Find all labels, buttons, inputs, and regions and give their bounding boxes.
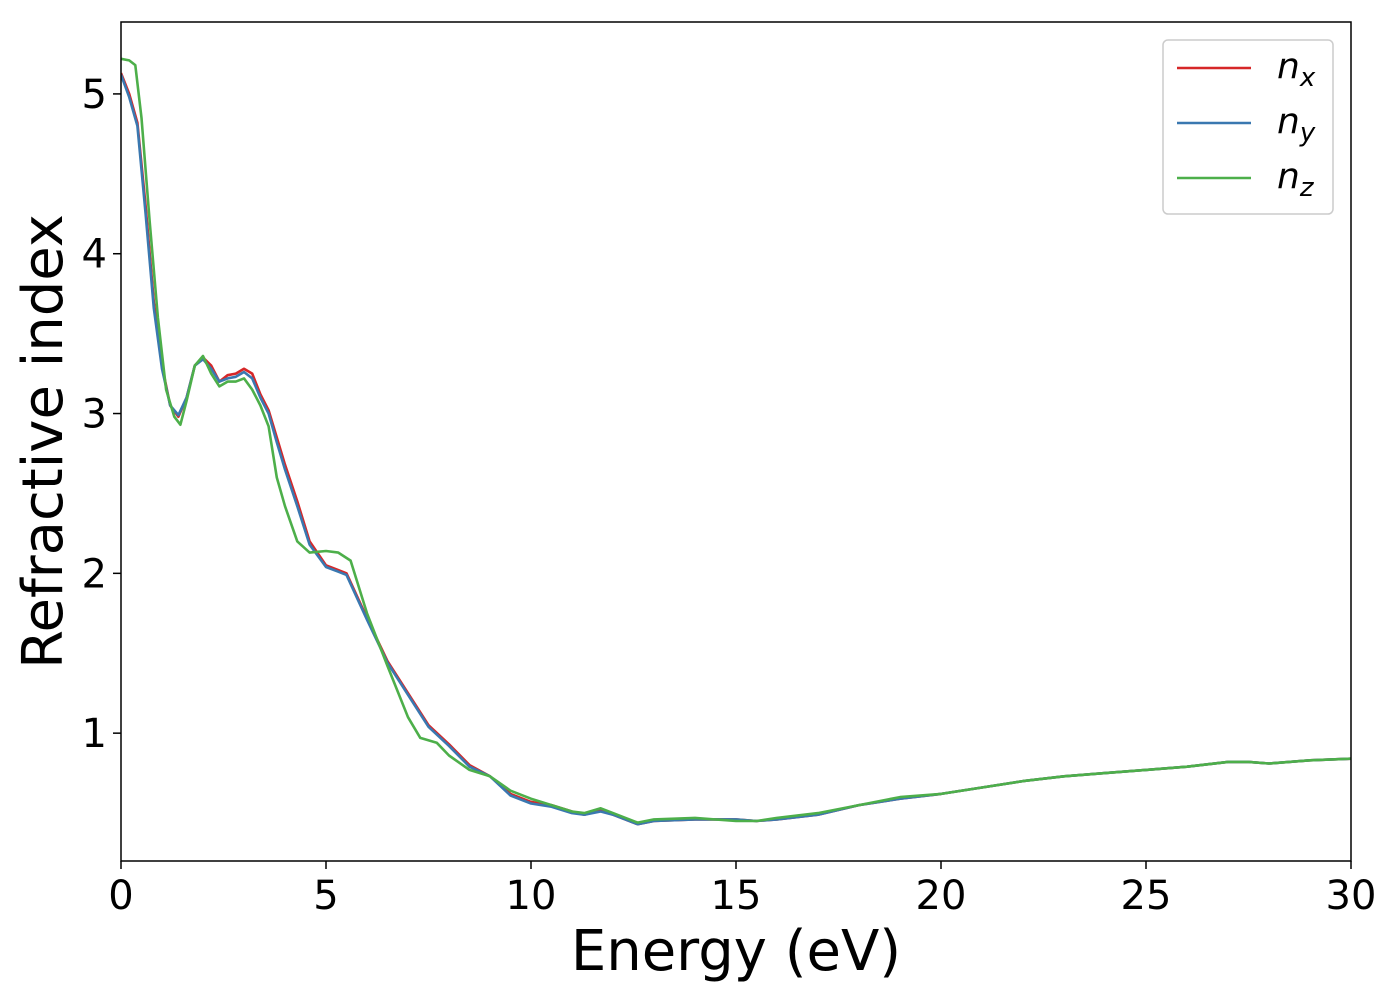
y-tick-label: 5: [82, 72, 107, 118]
y-tick-label: 2: [82, 551, 107, 597]
x-tick-label: 10: [506, 873, 557, 919]
y-tick-label: 1: [82, 711, 107, 757]
x-tick-label: 25: [1121, 873, 1172, 919]
y-axis-ticks: 1 2 3 4 5: [82, 72, 121, 757]
x-tick-label: 15: [711, 873, 762, 919]
y-axis-label: Refractive index: [11, 214, 76, 669]
x-tick-label: 20: [916, 873, 967, 919]
x-axis-label: Energy (eV): [571, 919, 901, 984]
x-axis-ticks: 0 5 10 15 20 25 30: [108, 861, 1376, 919]
y-tick-label: 4: [82, 232, 107, 278]
legend-label-x: nx: [1277, 46, 1316, 93]
series-line-nz: [121, 57, 1351, 824]
series-layer: [121, 57, 1351, 826]
legend-box: [1162, 39, 1334, 215]
y-tick-label: 3: [82, 392, 107, 438]
x-tick-label: 0: [108, 873, 133, 919]
x-tick-label: 30: [1326, 873, 1377, 919]
legend-label-y: ny: [1277, 101, 1316, 148]
x-tick-label: 5: [313, 873, 338, 919]
